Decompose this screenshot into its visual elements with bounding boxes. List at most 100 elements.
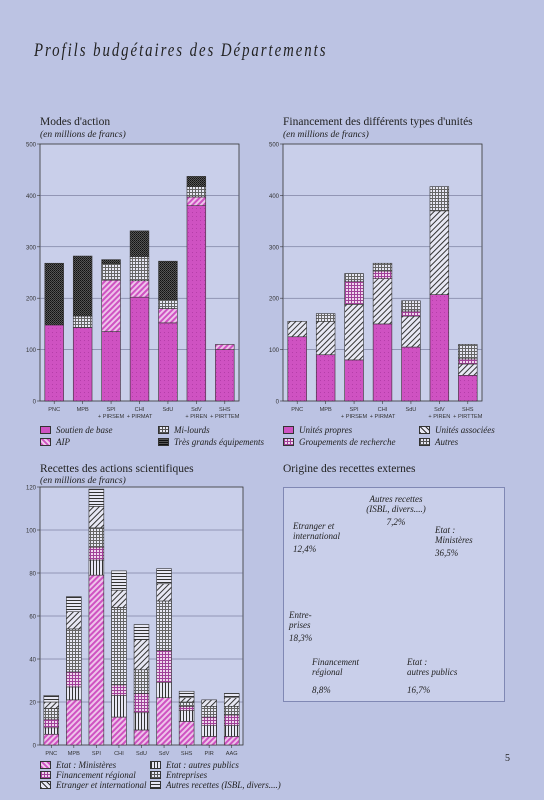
bar-segment (178, 705, 195, 711)
legend-label: Unités associées (435, 425, 495, 435)
x-tick-label: + PIRSEM (341, 414, 368, 420)
chart-subtitle-financement: (en millions de francs) (283, 130, 369, 140)
bar-segment (429, 210, 450, 295)
legend-swatch (40, 438, 51, 446)
pie-label-autres: Autres recettes (ISBL, divers....) 7,2% (356, 494, 436, 527)
legend-label: Etat : Ministères (56, 760, 117, 770)
bar-segment (215, 344, 235, 350)
x-tick-label: SPI (92, 751, 101, 757)
pie-label-line: (ISBL, divers....) (366, 504, 426, 514)
legend-swatch (419, 426, 430, 434)
pie-label-line: Etat : (407, 657, 428, 667)
bar-segment (43, 708, 60, 720)
legend-swatch (40, 761, 51, 769)
y-tick-label: 300 (269, 245, 280, 251)
x-tick-label: PIR (205, 751, 214, 757)
x-tick-label: CHI (135, 407, 145, 413)
x-tick-label: CHI (378, 407, 388, 413)
legend-swatch (283, 426, 294, 434)
legend-label: Unités propres (299, 425, 353, 435)
bar-segment (201, 736, 217, 746)
bar-segment (111, 695, 127, 718)
pie-label-line: Etat : (435, 525, 456, 535)
x-tick-label: CHI (114, 751, 124, 757)
bar-segment (223, 705, 240, 716)
legend-item: Etat : Ministères (40, 760, 116, 771)
bar-segment (43, 695, 60, 703)
bar-segment (88, 506, 105, 529)
bar-segment (129, 296, 150, 402)
pie-label-line: Ministères (435, 535, 473, 545)
x-tick-label: PNC (291, 407, 303, 413)
bar-segment (72, 315, 93, 328)
pie-panel (283, 487, 505, 702)
y-tick-label: 100 (26, 529, 37, 535)
legend-label: Autres (435, 437, 459, 447)
y-tick-label: 400 (26, 194, 37, 200)
pie-label-line: Etranger et (293, 521, 335, 531)
y-tick-label: 400 (269, 194, 280, 200)
bar-segment (401, 310, 421, 317)
legend-label: Groupements de recherche (299, 437, 396, 447)
bar-segment (158, 322, 178, 402)
bar-segment (156, 600, 172, 651)
legend-label: Etat : autres publics (166, 760, 239, 770)
x-tick-label: + PIRMAT (370, 414, 396, 420)
pie-label-ministeres: Etat : Ministères 36,5% (435, 525, 473, 558)
pie-label-line: Autres recettes (369, 494, 423, 504)
bar-segment (178, 710, 195, 722)
legend-financement: Unités propres Unités associées Groupeme… (283, 425, 523, 449)
bar-segment (458, 344, 478, 360)
legend-swatch (40, 771, 51, 779)
bar-segment (88, 574, 105, 746)
legend-label: Financement régional (56, 770, 136, 780)
bar-segment (44, 262, 64, 326)
bar-segment (129, 280, 150, 298)
chart-subtitle-recettes: (en millions de francs) (40, 476, 126, 486)
legend-swatch (150, 771, 161, 779)
pie-label-line: régional (312, 667, 343, 677)
bar-segment (201, 716, 217, 726)
pie-label-entreprises: Entre- prises 18,3% (289, 610, 312, 643)
page-number: 5 (505, 753, 510, 764)
legend-swatch (283, 438, 294, 446)
bar-segment (458, 374, 478, 402)
x-tick-label: SdV (191, 407, 202, 413)
bar-segment (158, 308, 178, 324)
bar-segment (101, 259, 121, 265)
legend-item: Entreprises (150, 770, 207, 781)
legend-label: Entreprises (166, 770, 208, 780)
bar-segment (72, 255, 93, 317)
bar-segment (111, 570, 127, 591)
bar-segment (315, 354, 336, 402)
legend-label: Mi-lourds (174, 425, 210, 435)
bar-segment (133, 639, 150, 671)
legend-item: Soutien de base (40, 425, 113, 436)
bar-segment (223, 693, 240, 699)
y-tick-label: 40 (29, 658, 36, 664)
bar-segment (429, 186, 450, 212)
bar-segment (429, 294, 450, 402)
legend-swatch (150, 761, 161, 769)
bar-segment (66, 596, 82, 613)
x-tick-label: MPB (77, 407, 89, 413)
bar-segment (133, 712, 150, 731)
legend-swatch (40, 781, 51, 789)
chart-subtitle-modes: (en millions de francs) (40, 130, 126, 140)
bar-segment (88, 488, 105, 507)
bar-segment (66, 686, 82, 701)
bar-segment (43, 733, 60, 746)
legend-label: Très grands équipements (174, 437, 264, 447)
x-tick-label: MPB (68, 751, 80, 757)
pie-label-regional: Financement régional 8,8% (312, 657, 359, 695)
bar-segment (88, 527, 105, 548)
bar-segment (158, 260, 178, 301)
bar-segment (223, 697, 240, 707)
legend-item: Etranger et international (40, 780, 147, 791)
bar-segment (156, 697, 172, 746)
bar-segment (372, 262, 393, 272)
bar-segment (129, 230, 150, 257)
bar-segment (186, 176, 207, 187)
legend-swatch (40, 426, 51, 434)
bar-segment (401, 300, 421, 312)
